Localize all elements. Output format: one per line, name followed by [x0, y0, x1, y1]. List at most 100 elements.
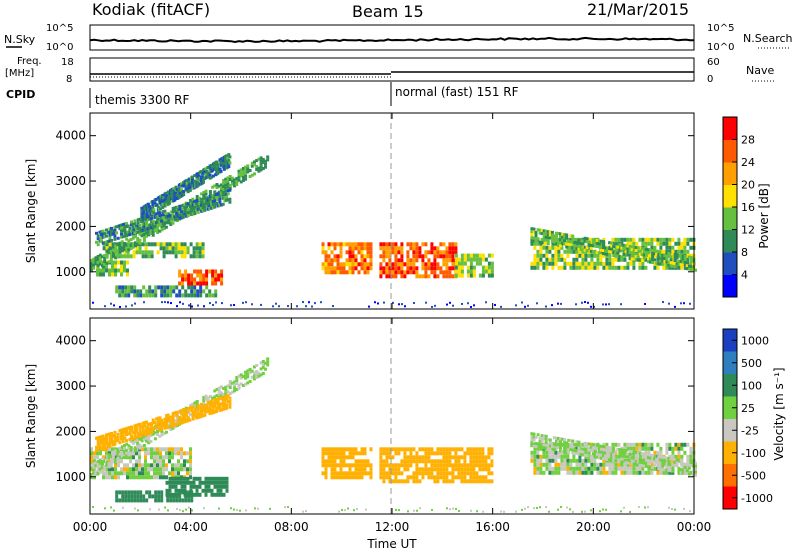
- velocity-echo-cell: [210, 492, 214, 497]
- velocity-echo-cell: [611, 462, 615, 467]
- power-echo-cell: [551, 261, 555, 266]
- velocity-echo-cell: [418, 479, 422, 484]
- power-echo-cell: [677, 241, 681, 246]
- power-echo-cell: [360, 266, 364, 271]
- power-echo-cell: [127, 245, 131, 249]
- velocity-echo-cell: [430, 475, 434, 480]
- power-echo-cell: [120, 229, 123, 233]
- power-echo-cell: [675, 256, 679, 260]
- velocity-echo-cell: [105, 454, 109, 458]
- velocity-echo-cell: [124, 494, 128, 499]
- velocity-echo-cell: [163, 420, 167, 424]
- power-echo-cell: [463, 253, 467, 258]
- velocity-echo-cell: [571, 445, 575, 449]
- power-echo-cell: [210, 166, 214, 170]
- power-echo-cell: [400, 266, 404, 271]
- velocity-echo-cell: [149, 440, 153, 443]
- power-echo-cell: [669, 255, 673, 259]
- power-echo-cell: [221, 193, 225, 197]
- power-echo-cell: [548, 233, 552, 237]
- velocity-echo-cell: [581, 466, 585, 471]
- velocity-echo-cell: [484, 463, 488, 468]
- velocity-echo-cell: [436, 471, 440, 476]
- velocity-echo-cell: [225, 476, 229, 481]
- power-echo-cell: [677, 249, 681, 254]
- power-echo-cell: [211, 277, 215, 282]
- velocity-echo-cell: [116, 457, 120, 460]
- velocity-echo-cell: [644, 458, 648, 462]
- power-echo-cell: [213, 190, 217, 194]
- power-echo-cell: [198, 246, 202, 251]
- power-echo-cell: [585, 249, 589, 253]
- velocity-echo-cell: [160, 421, 164, 425]
- power-echo-cell: [151, 225, 155, 229]
- power-echo-cell: [118, 293, 122, 298]
- velocity-ylabel: Slant Range [km]: [24, 364, 38, 468]
- velocity-echo-cell: [388, 455, 392, 460]
- velocity-echo-cell: [354, 447, 358, 452]
- velocity-echo-cell: [448, 451, 452, 456]
- velocity-echo-cell: [101, 460, 104, 464]
- velocity-echo-cell: [118, 441, 122, 445]
- power-ground-speckle: [191, 305, 193, 308]
- velocity-echo-cell: [551, 466, 555, 471]
- power-echo-cell: [546, 230, 550, 234]
- power-echo-cell: [382, 266, 386, 271]
- power-echo-cell: [120, 243, 124, 247]
- velocity-echo-cell: [614, 470, 618, 475]
- velocity-echo-cell: [151, 432, 155, 436]
- power-echo-cell: [185, 178, 189, 182]
- velocity-echo-cell: [460, 471, 464, 476]
- power-echo-cell: [114, 247, 118, 251]
- velocity-echo-cell: [125, 442, 129, 446]
- power-echo-cell: [225, 195, 229, 199]
- velocity-echo-cell: [259, 361, 263, 365]
- power-echo-cell: [140, 218, 144, 222]
- power-echo-cell: [98, 256, 102, 260]
- velocity-echo-cell: [205, 410, 209, 414]
- power-echo-cell: [581, 257, 585, 262]
- power-echo-cell: [136, 243, 140, 246]
- velocity-echo-cell: [171, 418, 175, 421]
- velocity-echo-cell: [561, 437, 565, 441]
- velocity-echo-cell: [105, 463, 109, 467]
- power-echo-cell: [190, 285, 194, 290]
- power-echo-cell: [618, 243, 622, 247]
- power-echo-cell: [624, 247, 628, 251]
- power-echo-cell: [571, 234, 575, 238]
- power-echo-cell: [418, 246, 422, 251]
- power-echo-cell: [138, 217, 142, 221]
- velocity-echo-cell: [146, 432, 150, 436]
- velocity-echo-cell: [103, 437, 107, 441]
- velocity-echo-cell: [385, 471, 389, 476]
- velocity-echo-cell: [239, 382, 243, 386]
- velocity-echo-cell: [141, 430, 145, 434]
- power-echo-cell: [683, 266, 687, 270]
- velocity-ground-speckle: [602, 508, 604, 511]
- power-echo-cell: [596, 253, 600, 258]
- velocity-echo-cell: [602, 442, 606, 447]
- power-echo-cell: [421, 266, 425, 271]
- power-echo-cell: [131, 228, 135, 232]
- power-echo-cell: [587, 245, 591, 250]
- power-echo-cell: [665, 251, 669, 255]
- power-echo-cell: [439, 270, 443, 275]
- power-ground-speckle: [551, 304, 553, 307]
- velocity-echo-cell: [159, 459, 162, 464]
- power-echo-cell: [675, 253, 679, 257]
- velocity-echo-cell: [345, 447, 349, 452]
- velocity-echo-cell: [665, 465, 669, 469]
- velocity-echo-cell: [118, 458, 122, 462]
- velocity-echo-cell: [190, 409, 194, 413]
- velocity-echo-cell: [575, 470, 579, 475]
- power-ground-speckle: [167, 301, 169, 304]
- velocity-echo-cell: [203, 407, 207, 411]
- power-echo-cell: [225, 198, 229, 202]
- power-echo-cell: [421, 254, 425, 259]
- power-echo-cell: [160, 222, 164, 226]
- power-echo-cell: [433, 262, 437, 267]
- velocity-echo-cell: [120, 437, 123, 441]
- velocity-echo-cell: [196, 415, 200, 419]
- power-echo-cell: [551, 253, 555, 258]
- power-echo-cell: [196, 273, 200, 278]
